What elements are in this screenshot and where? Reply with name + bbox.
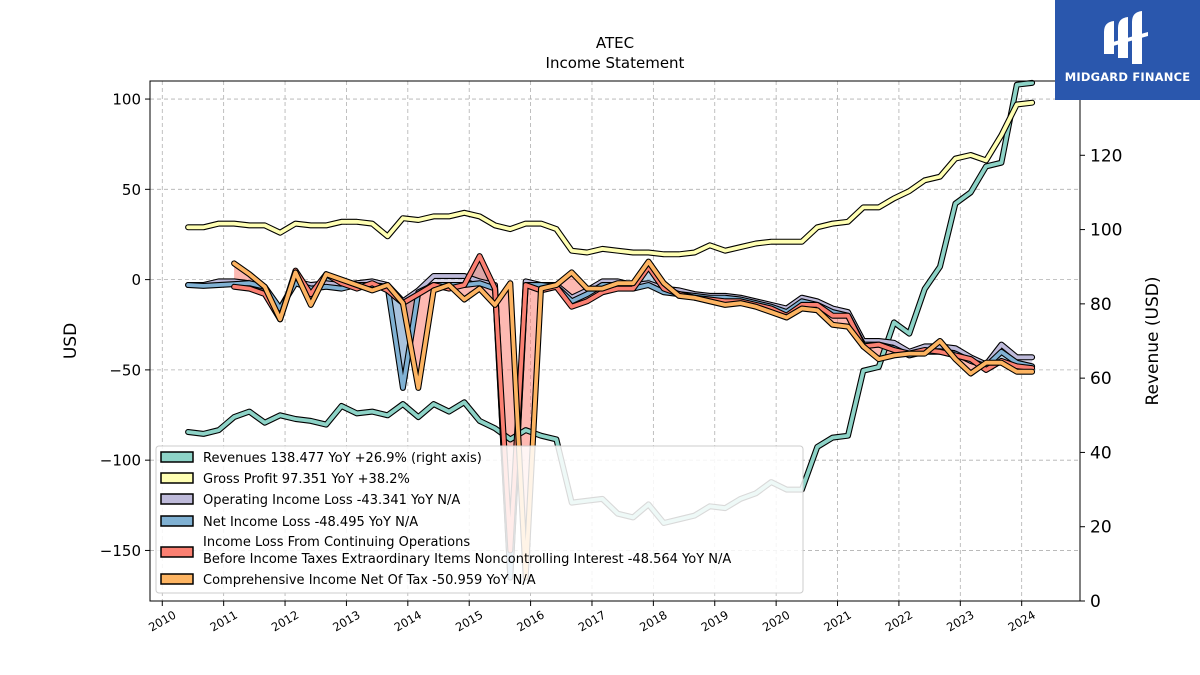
series-line-1	[186, 100, 1034, 257]
x-tick-label: 2013	[330, 608, 362, 635]
x-tick-label: 2011	[207, 608, 239, 635]
y-right-tick-label: 0	[1090, 592, 1101, 612]
y-right-tick-label: 80	[1090, 295, 1112, 315]
midgard-logo-icon	[1104, 11, 1148, 64]
plot-frame	[149, 80, 1081, 602]
logo-text: MIDGARD FINANCE	[1064, 70, 1191, 84]
y-axis-right-label: Revenue (USD)	[1143, 276, 1163, 405]
legend-swatch	[160, 515, 194, 527]
x-tick-label: 2020	[760, 608, 792, 635]
legend-swatch	[160, 472, 194, 484]
x-tick-label: 2018	[637, 608, 669, 635]
y-right-tick-label: 100	[1090, 221, 1122, 241]
x-tick-label: 2015	[453, 608, 485, 635]
y-right-tick-label: 60	[1090, 369, 1112, 389]
chart-title: ATEC	[596, 34, 634, 52]
legend-label: Gross Profit 97.351 YoY +38.2%	[203, 472, 410, 487]
x-tick-label: 2010	[146, 608, 178, 635]
y-right-tick-label: 40	[1090, 443, 1112, 463]
series-layer	[185, 79, 1036, 581]
legend: Revenues 138.477 YoY +26.9% (right axis)…	[155, 445, 804, 594]
legend-label: Income Loss From Continuing Operations	[203, 535, 470, 550]
legend-swatch	[160, 573, 194, 585]
series-outline-1	[185, 99, 1036, 258]
x-tick-label: 2012	[269, 608, 301, 635]
y-axis-label: USD	[61, 323, 81, 359]
x-tick-label: 2016	[514, 608, 546, 635]
series-line-2	[186, 274, 1034, 580]
x-tick-label: 2014	[392, 608, 424, 635]
legend-swatch	[160, 493, 194, 505]
series-line-5	[232, 259, 1034, 580]
x-tick-label: 2021	[821, 608, 853, 635]
legend-label: Net Income Loss -48.495 YoY N/A	[203, 515, 418, 530]
legend-label: Comprehensive Income Net Of Tax -50.959 …	[203, 573, 536, 588]
y-tick-label: −100	[100, 452, 141, 470]
legend-label: Before Income Taxes Extraordinary Items …	[203, 552, 731, 567]
x-tick-label: 2023	[944, 608, 976, 635]
y-right-tick-label: 20	[1090, 518, 1112, 538]
x-tick-label: 2024	[1006, 608, 1038, 635]
series-line-4	[232, 254, 1034, 553]
legend-label: Revenues 138.477 YoY +26.9% (right axis)	[203, 451, 482, 466]
y-tick-label: 0	[131, 271, 141, 289]
legend-swatch	[160, 451, 194, 463]
y-right-tick-label: 120	[1090, 146, 1122, 166]
x-tick-label: 2019	[699, 608, 731, 635]
x-tick-label: 2022	[883, 608, 915, 635]
x-tick-label: 2017	[576, 608, 608, 635]
y-tick-label: −150	[100, 542, 141, 560]
y-tick-label: 50	[122, 181, 141, 199]
y-tick-label: −50	[109, 361, 141, 379]
legend-swatch	[160, 546, 194, 558]
legend-label: Operating Income Loss -43.341 YoY N/A	[203, 493, 460, 508]
legend-box	[155, 445, 804, 594]
chart-subtitle: Income Statement	[546, 54, 685, 72]
brand-logo: MIDGARD FINANCE	[1055, 0, 1200, 100]
y-tick-label: 100	[112, 91, 141, 109]
